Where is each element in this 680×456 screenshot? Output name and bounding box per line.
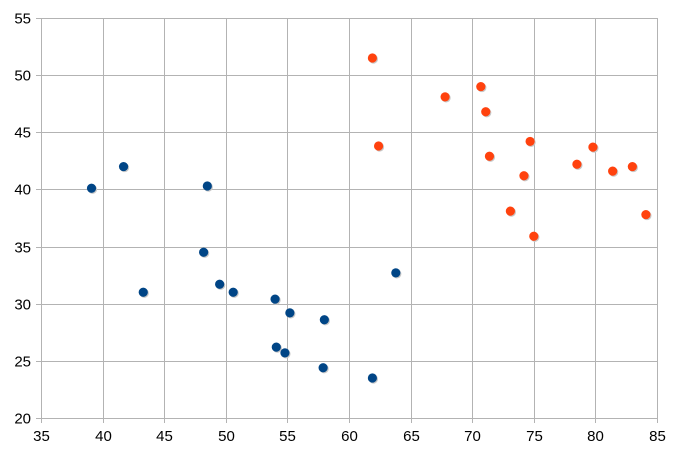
y-tick-label: 50 [14, 68, 31, 85]
data-point-series-2 [627, 161, 637, 172]
x-tick-label: 85 [649, 428, 666, 445]
y-tick-label: 25 [14, 354, 31, 371]
x-tick-label: 55 [279, 428, 296, 445]
y-tick-label: 40 [14, 182, 31, 199]
data-point-series-2 [505, 206, 515, 216]
x-tick-label: 50 [218, 428, 235, 445]
x-tick-label: 60 [341, 428, 358, 445]
data-point-series-1 [319, 315, 329, 325]
x-tick-label: 75 [526, 428, 543, 445]
data-point-series-1 [391, 268, 401, 278]
y-tick-label: 20 [14, 411, 31, 428]
y-tick-label: 55 [14, 11, 31, 28]
data-point-series-1 [270, 294, 280, 304]
data-point-series-2 [529, 231, 539, 241]
data-point-series-1 [318, 363, 328, 373]
data-point-series-2 [588, 142, 598, 152]
data-point-series-2 [484, 151, 495, 161]
data-point-series-2 [476, 81, 486, 92]
grid-lines [36, 18, 658, 423]
x-tick-label: 65 [403, 428, 420, 445]
x-tick-label: 80 [587, 428, 604, 445]
data-point-series-2 [525, 136, 535, 147]
data-point-series-2 [572, 159, 582, 169]
x-tick-label: 35 [33, 428, 50, 445]
y-tick-label: 35 [14, 240, 31, 257]
data-point-series-1 [215, 279, 225, 289]
data-point-series-2 [373, 141, 384, 151]
x-tick-label: 70 [464, 428, 481, 445]
axes [41, 18, 658, 419]
data-point-series-1 [285, 308, 295, 318]
data-points [86, 53, 652, 384]
data-point-series-2 [641, 209, 651, 220]
data-point-series-1 [271, 342, 281, 352]
y-axis-tick-labels: 20 25 30 35 40 45 50 55 [14, 11, 31, 428]
data-point-series-2 [440, 92, 450, 102]
data-point-series-1 [138, 287, 148, 297]
data-point-series-2 [481, 107, 491, 117]
data-point-series-1 [199, 247, 209, 257]
y-tick-label: 30 [14, 297, 31, 314]
data-point-series-1 [228, 287, 238, 297]
x-tick-label: 40 [95, 428, 112, 445]
x-tick-label: 45 [156, 428, 173, 445]
data-point-series-1 [118, 161, 129, 172]
data-point-series-1 [280, 348, 290, 358]
data-point-series-1 [86, 183, 97, 193]
y-tick-label: 45 [14, 125, 31, 142]
data-point-series-1 [202, 181, 212, 191]
data-point-series-2 [519, 171, 529, 181]
data-point-series-2 [367, 53, 378, 63]
data-point-series-1 [367, 373, 378, 383]
x-axis-tick-labels: 35 40 45 50 55 60 65 70 75 80 85 [33, 428, 666, 445]
data-point-series-2 [608, 166, 618, 176]
